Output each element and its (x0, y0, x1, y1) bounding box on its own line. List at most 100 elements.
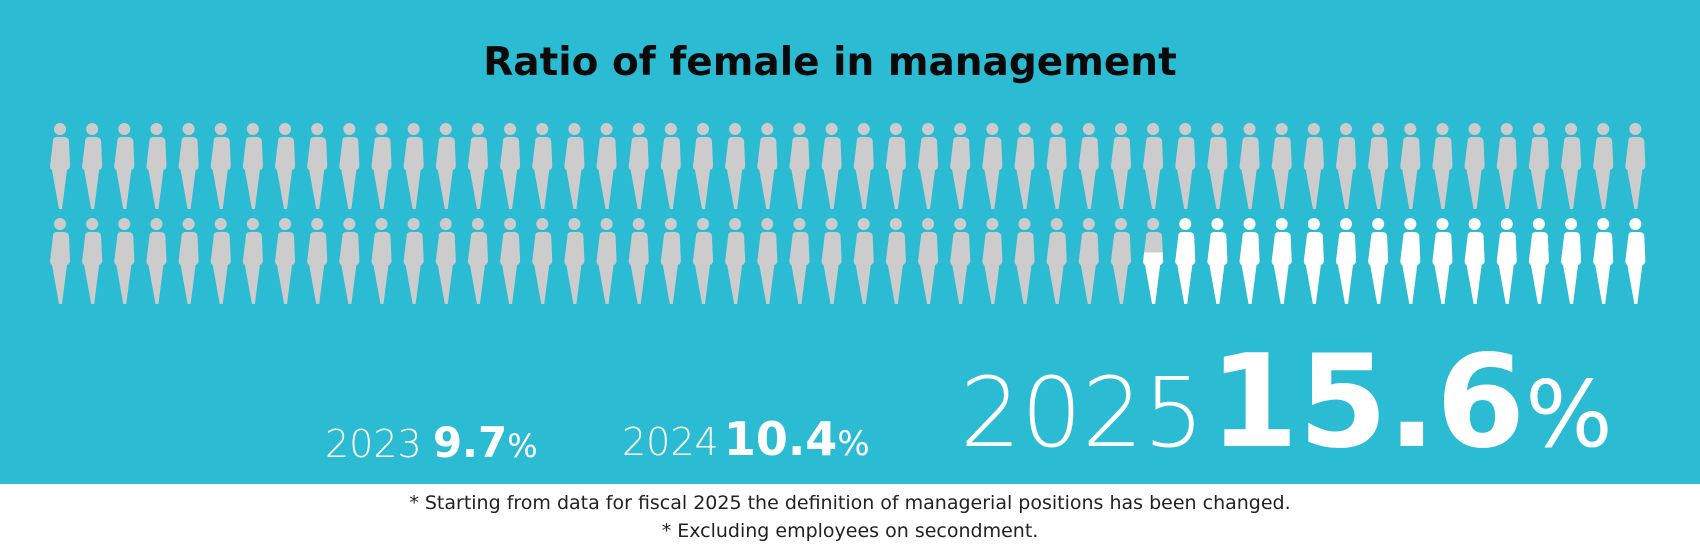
figure-head (761, 218, 774, 230)
figure (660, 123, 681, 209)
figure-head (761, 123, 774, 135)
figure-head (1275, 123, 1288, 135)
figure-head (1018, 218, 1031, 230)
figure-head (1179, 123, 1192, 135)
figure (789, 218, 810, 304)
figure-head (1532, 218, 1545, 230)
figure-head (1050, 123, 1063, 135)
figure (435, 123, 456, 209)
figure-body (1432, 232, 1453, 304)
figure-body (1207, 232, 1228, 304)
figure-body (950, 137, 971, 209)
stat-year: 2025 (960, 357, 1205, 469)
stat-year: 2024 (622, 420, 719, 464)
figure-body (821, 232, 842, 304)
figure-body (82, 137, 103, 209)
figure-body (564, 137, 585, 209)
figure-head (729, 218, 742, 230)
figure-body (210, 232, 231, 304)
figure (757, 218, 778, 304)
stat-unit: % (837, 424, 870, 464)
figure (1625, 123, 1646, 209)
figure (307, 123, 328, 209)
figure-head (1404, 218, 1417, 230)
figure-body (403, 137, 424, 209)
figure-head (439, 218, 452, 230)
figure (371, 218, 392, 304)
figure-head (311, 218, 324, 230)
figure (82, 218, 103, 304)
figure-body (789, 137, 810, 209)
figure (1239, 123, 1260, 209)
figure-highlight (1432, 218, 1453, 304)
figure-head (246, 218, 259, 230)
figure-body (371, 137, 392, 209)
figure-head (1307, 123, 1320, 135)
stat-unit: % (507, 427, 538, 465)
figure (1464, 123, 1485, 209)
figure-head (632, 218, 645, 230)
figure-body (403, 232, 424, 304)
figure (950, 123, 971, 209)
figure-head (54, 123, 66, 135)
figure (982, 218, 1003, 304)
figure-body (982, 137, 1003, 209)
figure-highlight (1271, 218, 1292, 304)
figure-body (82, 232, 103, 304)
figure-body (1303, 137, 1324, 209)
figure-head (1468, 123, 1481, 135)
figure-head (1243, 123, 1256, 135)
figure-body (693, 137, 713, 209)
stat-value: 9.7 (432, 418, 508, 467)
figure (1496, 123, 1517, 209)
figure-head (182, 123, 195, 135)
figure (1014, 123, 1035, 209)
figure (693, 218, 713, 304)
figure-body (628, 232, 649, 304)
figure-head (1597, 218, 1610, 230)
figure (885, 123, 906, 209)
figure-body (1046, 232, 1067, 304)
figure-head (471, 123, 484, 135)
figure-head (1114, 218, 1127, 230)
figure-body (467, 232, 488, 304)
figure-body (1336, 137, 1356, 209)
figure (853, 123, 874, 209)
figure-body (1625, 232, 1646, 304)
figure (1336, 123, 1356, 209)
figure-head (343, 218, 356, 230)
figure-head (214, 123, 227, 135)
figure-highlight (1207, 218, 1228, 304)
figure-body (853, 232, 874, 304)
figure-head (889, 123, 902, 135)
figure-body (1046, 137, 1067, 209)
figure-head (375, 218, 388, 230)
figure (1078, 123, 1099, 209)
figure-body (1014, 137, 1035, 209)
figure-highlight (1400, 218, 1421, 304)
figure-head (118, 218, 131, 230)
figure-body (1239, 137, 1260, 209)
figure-body (596, 137, 617, 209)
figure (918, 218, 939, 304)
figure-head (1436, 123, 1449, 135)
figure (1014, 218, 1035, 304)
figure-head (246, 123, 259, 135)
figure-body (114, 137, 135, 209)
figure-head (697, 218, 709, 230)
figure (500, 123, 521, 209)
figure-body (596, 232, 617, 304)
stat-year: 2023 (325, 422, 422, 466)
figure (435, 218, 456, 304)
chart-title: Ratio of female in management (483, 40, 1177, 85)
figure (757, 123, 778, 209)
figure (403, 218, 424, 304)
stat-2024: 2024 10.4% (622, 412, 870, 466)
figure-body (500, 137, 521, 209)
figure-body (242, 232, 263, 304)
figure-body (339, 137, 360, 209)
figure-head (1500, 218, 1513, 230)
figure-head (375, 123, 388, 135)
figure-body (1175, 232, 1196, 304)
figure-head (1468, 218, 1481, 230)
